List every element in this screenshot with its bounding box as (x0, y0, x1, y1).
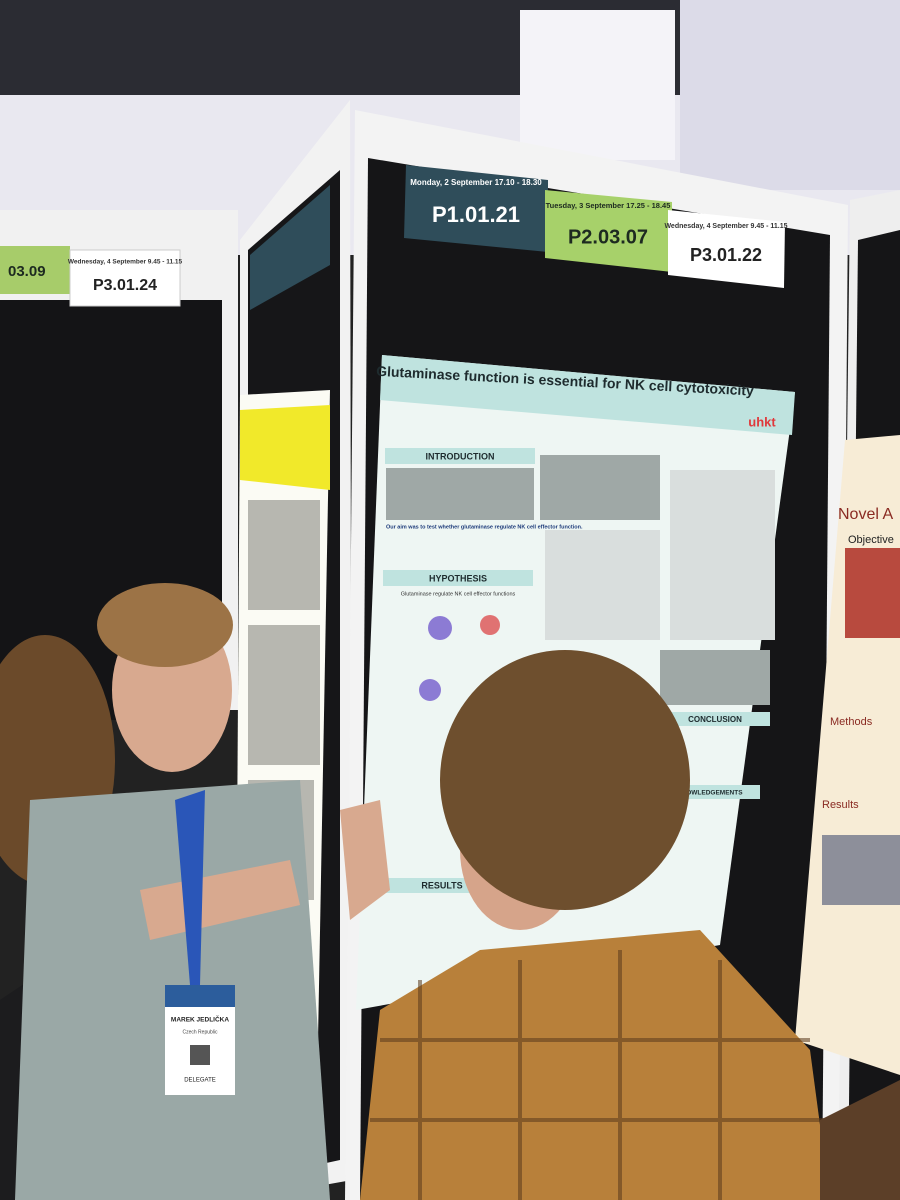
session-code: P3.01.24 (93, 277, 157, 294)
session-label (250, 185, 330, 310)
section-title: RESULTS (421, 880, 462, 890)
poster-title: Novel A (838, 506, 893, 523)
section-title: ACKNOWLEDGEMENTS (667, 790, 743, 797)
session-label (545, 190, 672, 272)
session-label (668, 210, 785, 288)
figure-block (670, 470, 775, 640)
wall-panel (680, 0, 900, 190)
text-block (248, 500, 320, 610)
session-date: Monday, 2 September 17.10 - 18.30 (410, 178, 542, 187)
text-block (845, 548, 900, 638)
badge-role: DELEGATE (184, 1078, 216, 1084)
section-title: Objective (848, 534, 894, 546)
section-title: CONCLUSION (688, 715, 742, 724)
cell-icon (419, 679, 441, 701)
session-date: Wednesday, 4 September 9.45 - 11.15 (68, 259, 183, 266)
plaid-pattern (370, 950, 825, 1200)
person-hair (820, 1080, 900, 1200)
person-hand (340, 800, 390, 920)
figure-block (248, 625, 320, 765)
wall-panel (520, 10, 675, 160)
poster-subtitle: Glutaminase regulate NK cell effector fu… (401, 591, 516, 597)
badge-header (165, 985, 235, 1007)
section-header (385, 448, 535, 464)
lanyard (175, 790, 205, 985)
section-title: Methods (830, 716, 873, 728)
section-header (660, 712, 770, 726)
session-code: P1.01.21 (432, 202, 520, 227)
person-hair (440, 650, 690, 910)
badge-country: Czech Republic (182, 1029, 218, 1035)
badge-name: MAREK JEDLIČKA (171, 1015, 229, 1024)
session-date: Tuesday, 3 September 17.25 - 18.45 (546, 201, 671, 210)
poster-header (240, 405, 330, 490)
section-title: INTRODUCTION (426, 451, 495, 461)
cell-icon (480, 615, 500, 635)
poster-logo: uhkt (748, 414, 776, 429)
section-header (383, 570, 533, 586)
poster-aim: Our aim was to test whether glutaminase … (386, 524, 583, 530)
cell-icon (428, 616, 452, 640)
text-block (660, 650, 770, 705)
figure-block (545, 530, 660, 640)
section-header (370, 878, 490, 893)
poster-title-band (380, 355, 795, 435)
session-code: 03.09 (8, 263, 46, 280)
section-title: Results (822, 799, 859, 811)
badge-qr (190, 1045, 210, 1065)
poster-body (386, 455, 775, 705)
section-title: HYPOTHESIS (429, 573, 487, 583)
session-code: P3.01.22 (690, 245, 762, 265)
text-block (540, 455, 660, 520)
person-hair (97, 583, 233, 667)
text-block (386, 468, 534, 520)
person-hand (140, 860, 300, 940)
session-label (0, 246, 70, 294)
figure-block (822, 835, 900, 905)
session-code: P2.03.07 (568, 226, 648, 248)
session-label (69, 249, 181, 307)
session-date: Wednesday, 4 September 9.45 - 11.15 (664, 223, 787, 230)
session-label (404, 165, 548, 252)
person-shirt (360, 930, 830, 1200)
